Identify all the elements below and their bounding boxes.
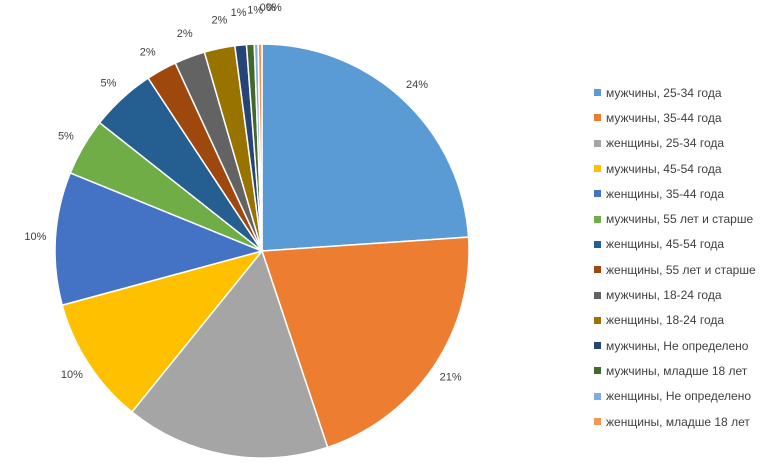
legend-swatch <box>594 139 601 147</box>
slice-data-label: 21% <box>440 371 462 383</box>
legend-label: мужчины, 55 лет и старше <box>606 212 754 227</box>
legend-item: женщины, 35-44 года <box>594 181 756 206</box>
legend-swatch <box>594 342 601 350</box>
legend-swatch <box>594 165 601 173</box>
legend-swatch <box>594 316 601 324</box>
legend-label: мужчины, 18-24 года <box>606 288 722 303</box>
legend-item: мужчины, младше 18 лет <box>594 358 756 383</box>
legend-item: мужчины, 45-54 года <box>594 156 756 181</box>
pie-slice <box>260 236 470 449</box>
slice-data-label: 5% <box>58 131 74 143</box>
pie-slice <box>257 43 263 252</box>
slice-data-label: 1% <box>231 7 247 19</box>
legend-swatch <box>594 89 601 97</box>
legend-label: женщины, 55 лет и старше <box>606 262 756 277</box>
legend-label: мужчины, 25-34 года <box>606 85 722 100</box>
legend-item: мужчины, 18-24 года <box>594 282 756 307</box>
legend-item: мужчины, 25-34 года <box>594 80 756 105</box>
legend-swatch <box>594 114 601 122</box>
legend-swatch <box>594 240 601 248</box>
slice-data-label: 2% <box>140 47 156 59</box>
legend-item: женщины, Не определено <box>594 384 756 409</box>
legend-item: мужчины, Не определено <box>594 333 756 358</box>
legend-label: женщины, 35-44 года <box>606 186 725 201</box>
pie-slice <box>61 249 265 414</box>
slice-data-label: 2% <box>177 28 193 40</box>
slice-data-label: 2% <box>211 15 227 27</box>
legend-label: женщины, Не определено <box>606 389 752 404</box>
slice-data-label: 0% <box>266 2 282 14</box>
slice-data-label: 16% <box>211 468 233 470</box>
legend-swatch <box>594 418 601 425</box>
slice-data-label: 24% <box>406 79 428 91</box>
legend-label: мужчины, 35-44 года <box>606 110 722 125</box>
slice-data-label: 10% <box>61 369 83 381</box>
legend-label: мужчины, младше 18 лет <box>606 363 748 378</box>
legend-item: мужчины, 55 лет и старше <box>594 206 756 231</box>
chart-legend: мужчины, 25-34 года мужчины, 35-44 года же… <box>594 80 756 434</box>
legend-label: женщины, 18-24 года <box>606 313 725 328</box>
legend-label: мужчины, 45-54 года <box>606 161 722 176</box>
legend-label: женщины, младше 18 лет <box>606 414 750 429</box>
legend-swatch <box>594 215 601 223</box>
pie-data-labels: 24%21%16%10%10%5%5%2%2%2%1%1%0%0% <box>24 2 461 470</box>
pie-slice <box>54 171 265 307</box>
legend-item: женщины, 45-54 года <box>594 232 756 257</box>
slice-data-label: 5% <box>101 78 117 90</box>
slice-data-label: 0% <box>260 2 276 14</box>
pie-slice <box>130 249 329 459</box>
legend-label: мужчины, Не определено <box>606 338 749 353</box>
legend-item: женщины, 25-34 года <box>594 131 756 156</box>
slice-data-label: 10% <box>24 231 46 243</box>
legend-swatch <box>594 190 601 198</box>
legend-swatch <box>594 266 601 274</box>
legend-label: женщины, 25-34 года <box>606 136 725 151</box>
legend-item: женщины, 18-24 года <box>594 308 756 333</box>
legend-swatch <box>594 367 601 375</box>
legend-swatch <box>594 291 601 299</box>
legend-item: мужчины, 35-44 года <box>594 105 756 130</box>
pie-slices <box>54 43 470 459</box>
slice-data-label: 1% <box>247 4 263 16</box>
legend-label: женщины, 45-54 года <box>606 237 725 252</box>
pie-slice <box>261 43 470 252</box>
legend-item: женщины, 55 лет и старше <box>594 257 756 282</box>
legend-swatch <box>594 392 601 400</box>
legend-item: женщины, младше 18 лет <box>594 409 756 434</box>
